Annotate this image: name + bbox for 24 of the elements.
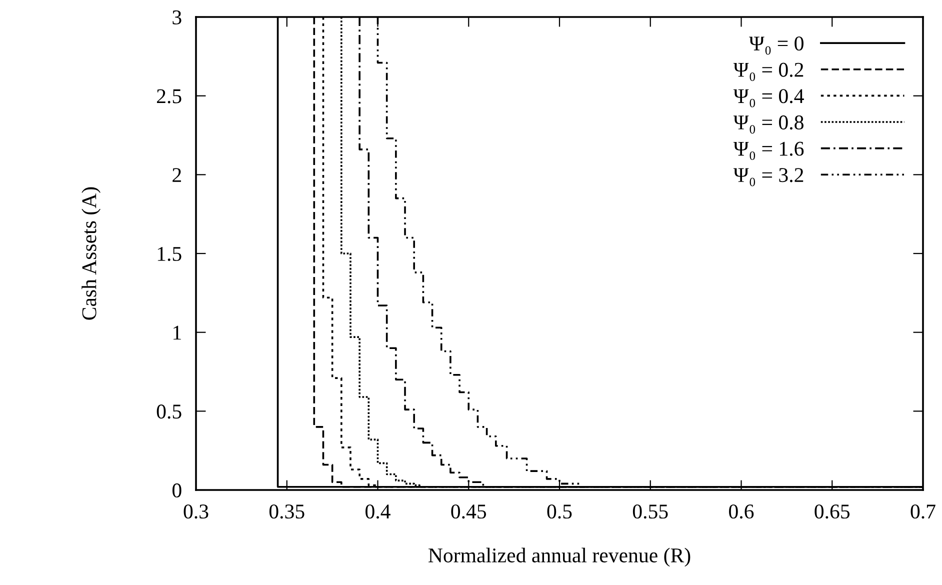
legend-label: Ψ₀ = 0 (749, 36, 804, 55)
legend-label: Ψ₀ = 0.4 (733, 89, 804, 108)
x-tick-label: 0.45 (451, 504, 486, 519)
x-tick-label: 0.4 (366, 504, 390, 519)
x-tick-label: 0.55 (632, 504, 668, 519)
y-tick-label: 3 (172, 10, 182, 24)
x-tick-label: 0.3 (184, 504, 208, 519)
y-tick-label: 1 (174, 326, 181, 340)
legend-label: Ψ₀ = 3.2 (733, 168, 804, 186)
legend-label: Ψ₀ = 0.8 (733, 115, 804, 134)
x-axis-title: Normalized annual revenue (R) (428, 548, 690, 567)
y-tick-label: 0 (172, 483, 182, 498)
y-tick-label: 2 (172, 168, 181, 182)
y-tick-label: 0.5 (156, 404, 182, 419)
y-axis-title: Cash Assets (A) (82, 187, 101, 320)
legend-label: Ψ₀ = 0.2 (733, 62, 804, 81)
x-tick-label: 0.65 (814, 504, 850, 519)
y-tick-label: 2.5 (156, 89, 182, 104)
x-tick-label: 0.5 (547, 504, 572, 519)
legend-label: Ψ₀ = 1.6 (733, 142, 804, 160)
y-tick-label: 1.5 (158, 246, 182, 262)
x-tick-label: 0.7 (910, 504, 936, 519)
x-tick-label: 0.35 (269, 504, 304, 519)
x-tick-label: 0.6 (729, 504, 754, 519)
